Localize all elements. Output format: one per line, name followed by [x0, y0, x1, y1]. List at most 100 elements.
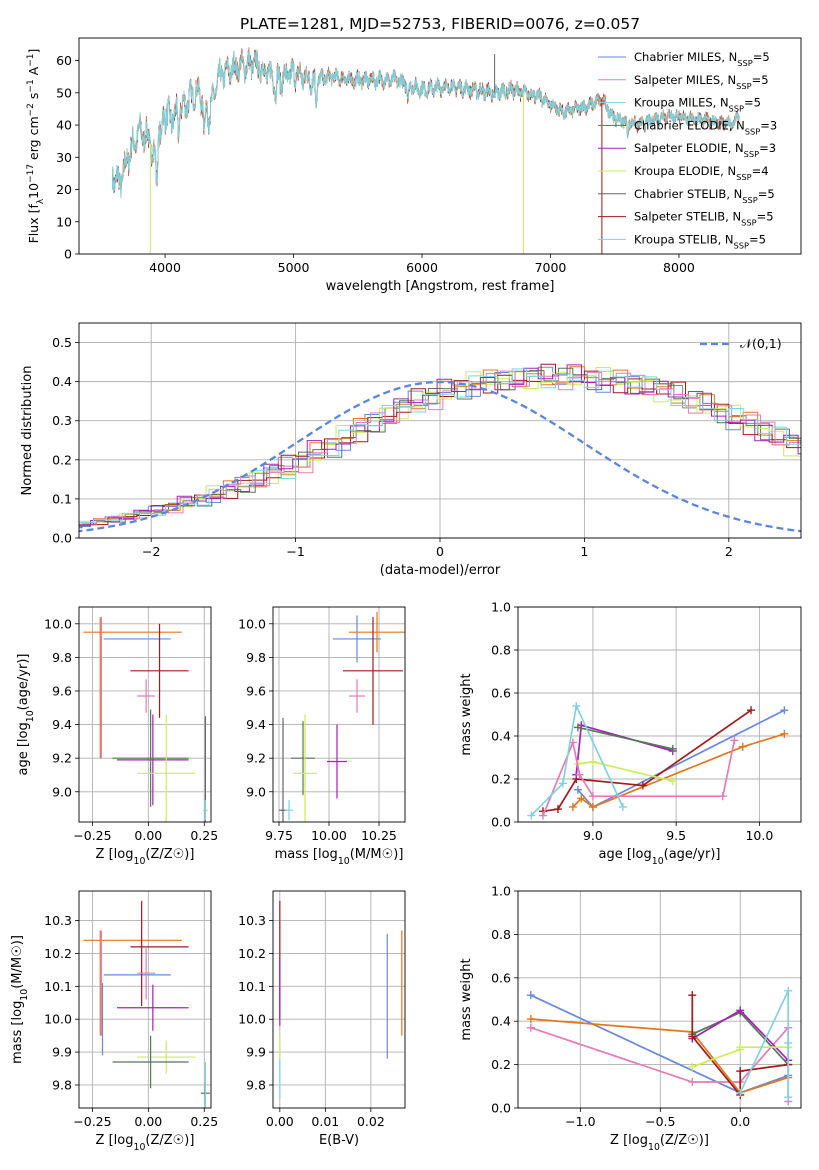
y-tick-label: 9.8: [52, 1077, 72, 1092]
x-axis-label: Z [log10(Z/Z☉)]: [610, 1133, 709, 1153]
legend: 𝒩(0,1): [700, 336, 782, 351]
series-marker: [527, 811, 536, 820]
y-tick-label: 0.2: [52, 452, 72, 467]
series-marker: [538, 811, 547, 820]
y-tick-label: 0.0: [491, 815, 511, 830]
series-line-lime: [577, 760, 673, 782]
plot-area: [279, 612, 405, 822]
plot-area: [83, 900, 210, 1108]
y-tick-label: 1.0: [491, 600, 511, 615]
y-tick-label: 9.8: [246, 1077, 266, 1092]
errorbar-point: [343, 617, 403, 725]
figure-title: PLATE=1281, MJD=52753, FIBERID=0076, z=0…: [240, 15, 640, 33]
y-tick-label: 0.4: [491, 1014, 511, 1029]
errorbar-point: [349, 679, 365, 713]
series-marker: [738, 742, 747, 751]
legend-label: Kroupa ELODIE, NSSP=4: [634, 164, 769, 182]
errorbar-point: [130, 623, 189, 718]
series-marker: [526, 991, 535, 1000]
errorbar-point: [327, 724, 347, 799]
legend-label: Salpeter STELIB, NSSP=5: [634, 210, 774, 228]
y-tick-label: 0.6: [491, 970, 511, 985]
x-tick-label: 0.0: [730, 1114, 750, 1129]
x-axis-label: (data-model)/error: [380, 563, 501, 578]
y-tick-label: 0.0: [52, 531, 72, 546]
x-axis-label: Z [log10(Z/Z☉)]: [96, 1133, 195, 1153]
errorbar-point: [137, 714, 196, 822]
x-tick-label: 4000: [149, 260, 181, 275]
y-tick-label: 9.2: [246, 751, 266, 766]
x-tick-label: 0.25: [190, 1114, 218, 1129]
errorbar-point: [117, 984, 189, 1031]
y-tick-label: 20: [56, 182, 72, 197]
errorbar-point: [203, 800, 208, 821]
x-tick-label: −0.5: [645, 1114, 675, 1129]
x-tick-label: 7000: [535, 260, 567, 275]
grid-lines: [518, 606, 801, 823]
x-tick-label: 0.25: [190, 828, 218, 843]
series-marker: [736, 1067, 745, 1076]
y-tick-label: 9.8: [246, 650, 266, 665]
plot-area: [526, 986, 793, 1106]
x-tick-label: 0.00: [134, 828, 162, 843]
axes-frame: [78, 890, 212, 1109]
y-tick-label: 9.9: [52, 1045, 72, 1060]
series-marker: [618, 802, 627, 811]
series-marker: [688, 1062, 697, 1071]
series-marker: [736, 1043, 745, 1052]
series-marker: [588, 802, 597, 811]
y-tick-label: 9.8: [52, 650, 72, 665]
axes-frame: [78, 606, 212, 823]
y-axis-label: age [log10(age/yr)]: [16, 654, 36, 776]
legend-label: Chabrier STELIB, NSSP=5: [634, 187, 775, 205]
chart-mass_vs_ebv: 0.00 0.01 0.02 9.8 9.9 10.0 10.1 10.2 10.3 E(B-V): [238, 890, 406, 1148]
errorbar-point: [333, 615, 381, 663]
y-tick-label: 50: [56, 85, 72, 100]
errorbar-point: [137, 679, 156, 713]
legend-label: Kroupa STELIB, NSSP=5: [634, 232, 766, 250]
y-tick-label: 10.3: [44, 913, 72, 928]
y-tick-label: 10.3: [238, 913, 266, 928]
series-marker: [688, 991, 697, 1000]
series-marker: [568, 802, 577, 811]
y-tick-label: 1.0: [491, 884, 511, 899]
y-tick-label: 0.4: [491, 729, 511, 744]
legend-label: Kroupa MILES, NSSP=5: [634, 96, 761, 114]
histogram-pink: [79, 370, 801, 526]
x-tick-label: −0.25: [73, 1114, 111, 1129]
grid-lines: [518, 890, 801, 1109]
errorbar-point: [137, 946, 156, 1000]
y-tick-label: 9.4: [246, 717, 266, 732]
chart-weight_vs_age: 9.0 9.5 10.0 0.0 0.2 0.4 0.6 0.8 1.0 age [log10(a…: [459, 600, 802, 867]
x-axis-label: wavelength [Angstrom, rest frame]: [326, 279, 555, 294]
legend-label: Chabrier MILES, NSSP=5: [634, 50, 770, 68]
plot-area: [111, 47, 740, 254]
series-marker: [718, 792, 727, 801]
series-marker: [730, 736, 739, 745]
legend-label: Salpeter ELODIE, NSSP=3: [634, 141, 776, 159]
x-tick-label: 10.25: [361, 828, 397, 843]
plot-area: [527, 701, 789, 820]
x-tick-label: 8000: [663, 260, 695, 275]
x-tick-label: −1.0: [565, 1114, 595, 1129]
legend: Chabrier MILES, NSSP=5 Salpeter MILES, NS…: [598, 50, 777, 250]
series-marker: [558, 779, 567, 788]
chart-spectrum: 4000 5000 6000 7000 8000 0 10 20 30 40 50 60 wavelen…: [26, 37, 802, 294]
y-tick-label: 0.4: [52, 374, 72, 389]
errorbar-point: [137, 1040, 196, 1074]
x-tick-label: 6000: [406, 260, 438, 275]
plot-area: [83, 617, 208, 822]
x-tick-label: 0: [436, 544, 444, 559]
y-tick-label: 0: [64, 247, 72, 262]
series-marker: [668, 777, 677, 786]
series-line-pink: [542, 739, 736, 816]
y-tick-label: 9.9: [246, 1045, 266, 1060]
series-marker: [588, 757, 597, 766]
series-line-purple: [575, 724, 674, 775]
axes-frame: [517, 606, 802, 823]
series-marker: [577, 794, 586, 803]
x-tick-label: 5000: [278, 260, 310, 275]
series-marker: [784, 1038, 793, 1047]
x-tick-label: 9.75: [265, 828, 293, 843]
